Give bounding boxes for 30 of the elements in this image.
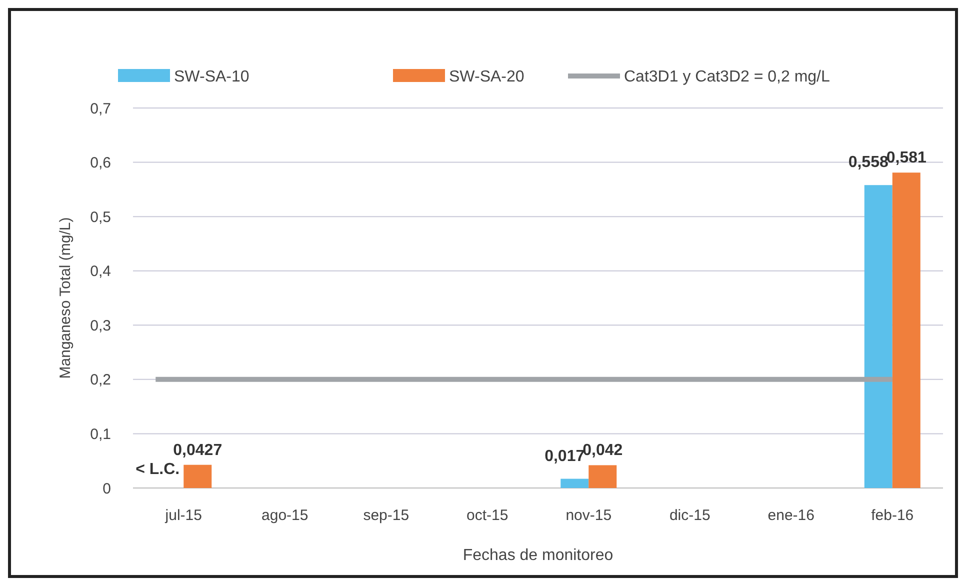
text: < L.C. xyxy=(136,461,180,478)
data-label: 0,0427 xyxy=(173,442,222,459)
data-label: 0,558 xyxy=(848,154,888,172)
y-tick-label: 0,6 xyxy=(90,154,111,172)
x-tick-label: sep-15 xyxy=(363,507,410,524)
bar xyxy=(184,464,212,488)
y-tick-label: 0,2 xyxy=(90,372,111,389)
legend-label: Cat3D1 y Cat3D2 = 0,2 mg/L xyxy=(624,68,830,86)
x-axis-title: Fechas de monitoreo xyxy=(462,547,614,564)
y-tick-label: 0,5 xyxy=(90,208,111,226)
y-tick-label: 0,3 xyxy=(90,317,111,334)
x-tick-label: ene-16 xyxy=(768,507,814,524)
y-tick-label: 0,7 xyxy=(90,100,111,118)
bar xyxy=(560,478,589,488)
x-tick-label: feb-16 xyxy=(871,507,914,524)
legend-label: SW-SA-20 xyxy=(449,68,524,86)
y-tick-label: 0,1 xyxy=(90,426,111,443)
bar xyxy=(864,185,892,488)
y-axis-title: Manganeso Total (mg/L) xyxy=(57,217,74,379)
x-tick-label: ago-15 xyxy=(262,507,308,524)
x-tick-label: dic-15 xyxy=(669,507,710,524)
x-tick-label: nov-15 xyxy=(566,507,612,524)
legend-label: SW-SA-10 xyxy=(174,68,250,86)
x-tick-label: oct-15 xyxy=(466,507,508,524)
x-tick-label: jul-15 xyxy=(164,507,202,524)
bar xyxy=(588,465,617,488)
data-label: 0,042 xyxy=(582,442,623,460)
bar xyxy=(892,172,920,488)
y-tick-label: 0 xyxy=(102,480,111,498)
y-tick-label: 0,4 xyxy=(90,263,111,280)
